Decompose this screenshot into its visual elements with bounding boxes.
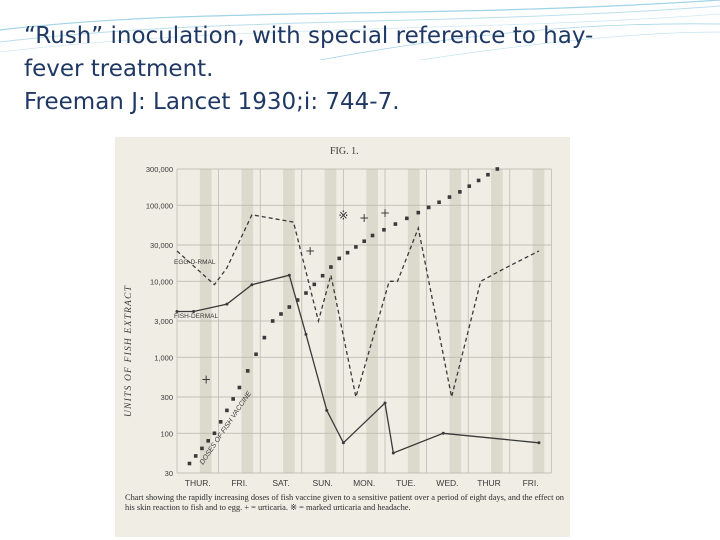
fish-dermal-point	[225, 302, 229, 306]
fish-dermal-point	[304, 332, 308, 336]
title-line-2: fever treatment.	[24, 56, 214, 82]
x-tick-label: FRI.	[231, 478, 247, 488]
marked-urticaria-marker: ※	[338, 208, 348, 222]
dose-point	[262, 335, 267, 340]
fish-dermal-point	[325, 408, 329, 412]
dose-point	[426, 205, 431, 210]
dose-point	[279, 312, 283, 316]
dose-point	[337, 256, 342, 261]
label-egg-dermal: EGG-D-RMAL	[174, 259, 216, 266]
title-line-1: “Rush” inoculation, with special referen…	[24, 23, 594, 49]
y-tick-label: 300,000	[146, 165, 173, 174]
dose-point	[245, 369, 250, 373]
urticaria-marker: +	[305, 244, 315, 258]
x-tick-labels: THUR. FRI. SAT. SUN. MON. TUE. WED. THUR FRI.	[185, 478, 539, 488]
dose-point	[212, 431, 217, 436]
dose-point	[495, 167, 500, 171]
fish-dermal-point	[192, 310, 196, 314]
dose-point	[437, 200, 441, 205]
urticaria-marker: +	[359, 211, 369, 225]
dose-point	[193, 454, 198, 458]
figure-label: FIG. 1.	[330, 146, 359, 157]
dose-point	[329, 265, 333, 269]
y-tick-label: 100,000	[146, 201, 173, 210]
x-tick-label: MON.	[353, 478, 375, 488]
x-tick-label: THUR	[477, 478, 501, 488]
dose-point	[237, 385, 242, 390]
dose-point	[287, 305, 292, 309]
dose-point	[187, 461, 192, 466]
y-tick-label: 1,000	[154, 353, 173, 362]
dose-point	[370, 233, 375, 238]
fish-dermal-point	[383, 401, 387, 405]
fish-dermal-point	[537, 441, 541, 445]
dose-point	[320, 273, 325, 278]
egg-dermal-line	[176, 214, 540, 398]
y-axis-title: UNITS OF FISH EXTRACT	[124, 285, 134, 417]
y-tick-label: 300	[160, 393, 173, 402]
dose-point	[312, 282, 317, 287]
chart-series	[175, 167, 541, 466]
urticaria-marker: +	[380, 206, 390, 220]
dose-point	[393, 222, 398, 226]
dose-point	[416, 210, 421, 215]
x-tick-label: SAT.	[272, 478, 289, 488]
dose-point	[476, 178, 481, 183]
dose-point	[200, 446, 204, 451]
dose-point	[345, 250, 350, 255]
y-tick-label: 30	[165, 469, 173, 478]
fish-dermal-line	[177, 274, 539, 454]
scanned-figure: FIG. 1. 300,000 100,000 30,000 10,000 3,000 1…	[115, 137, 570, 537]
title-line-3: Freeman J: Lancet 1930;i: 744-7.	[24, 89, 400, 115]
fish-dermal-point	[175, 310, 179, 314]
y-tick-labels: 300,000 100,000 30,000 10,000 3,000 1,000 300 1…	[146, 165, 173, 478]
y-tick-label: 30,000	[150, 241, 173, 250]
dose-point	[362, 239, 366, 244]
chart-grid	[176, 168, 552, 474]
fish-dermal-point	[441, 431, 445, 435]
dose-point	[225, 408, 229, 413]
dose-point	[218, 420, 223, 424]
dose-point	[354, 245, 358, 249]
slide-title: “Rush” inoculation, with special referen…	[24, 20, 704, 119]
dose-point	[486, 172, 490, 177]
fish-dermal-point	[391, 451, 395, 455]
dose-point	[295, 298, 300, 302]
dose-point	[458, 190, 462, 194]
fish-dermal-point	[250, 283, 254, 287]
dose-point	[467, 184, 472, 188]
chart-svg: FIG. 1. 300,000 100,000 30,000 10,000 3,000 1…	[124, 146, 552, 488]
dose-point	[270, 319, 275, 323]
y-tick-label: 10,000	[150, 277, 173, 286]
dose-point	[254, 352, 258, 357]
x-tick-label: FRI.	[523, 478, 539, 488]
dose-point	[405, 216, 409, 221]
dose-point	[447, 195, 452, 199]
dose-point	[382, 227, 386, 232]
x-tick-label: TUE.	[396, 478, 415, 488]
label-fish-dermal: FISH-DERMAL	[174, 313, 218, 320]
y-tick-label: 3,000	[154, 317, 173, 326]
x-tick-label: SUN.	[312, 478, 332, 488]
dose-point	[231, 397, 235, 401]
y-tick-label: 100	[160, 429, 173, 438]
urticaria-marker: +	[201, 373, 211, 387]
x-tick-label: THUR.	[185, 478, 211, 488]
fish-dermal-point	[287, 273, 291, 277]
dose-point	[206, 439, 210, 443]
figure-caption: Chart showing the rapidly increasing dos…	[125, 493, 564, 512]
chart-annotations: ※ + + + +	[201, 206, 390, 387]
header-swoosh	[0, 0, 720, 60]
fish-dermal-point	[341, 441, 345, 445]
x-tick-label: WED.	[436, 478, 458, 488]
dose-point	[304, 291, 308, 295]
